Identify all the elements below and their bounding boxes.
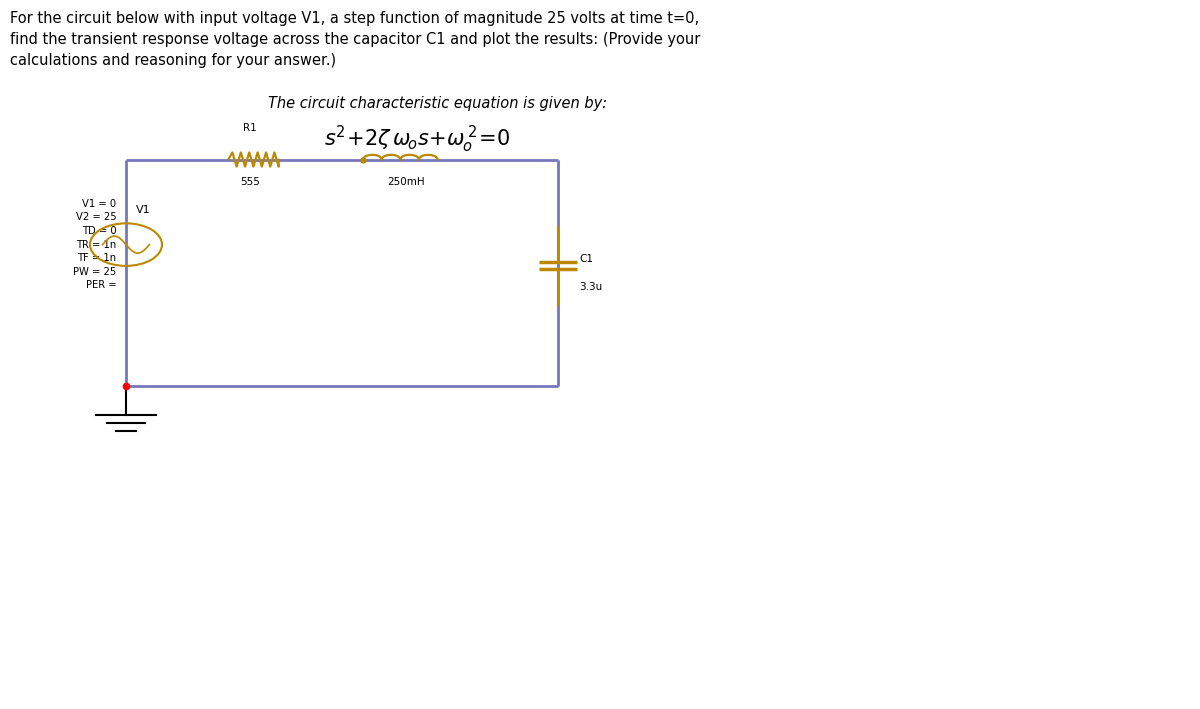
Text: $s^2\!+\!2\zeta\,\omega_{\!o}s\!+\!\omega_{\!o}^{\,2}\!=\!0$: $s^2\!+\!2\zeta\,\omega_{\!o}s\!+\!\omeg… xyxy=(324,124,510,155)
Text: 3.3u: 3.3u xyxy=(580,282,602,292)
Text: C1: C1 xyxy=(580,254,594,264)
Text: V1: V1 xyxy=(136,205,150,215)
Text: The circuit characteristic equation is given by:: The circuit characteristic equation is g… xyxy=(269,96,607,111)
Text: V1 = 0
V2 = 25
TD = 0
TR = 1n
TF = 1n
PW = 25
PER =: V1 = 0 V2 = 25 TD = 0 TR = 1n TF = 1n PW… xyxy=(73,199,116,291)
Text: 250mH: 250mH xyxy=(388,177,425,187)
Text: For the circuit below with input voltage V1, a step function of magnitude 25 vol: For the circuit below with input voltage… xyxy=(10,11,700,67)
Text: R1: R1 xyxy=(242,123,257,133)
Text: 555: 555 xyxy=(240,177,259,187)
